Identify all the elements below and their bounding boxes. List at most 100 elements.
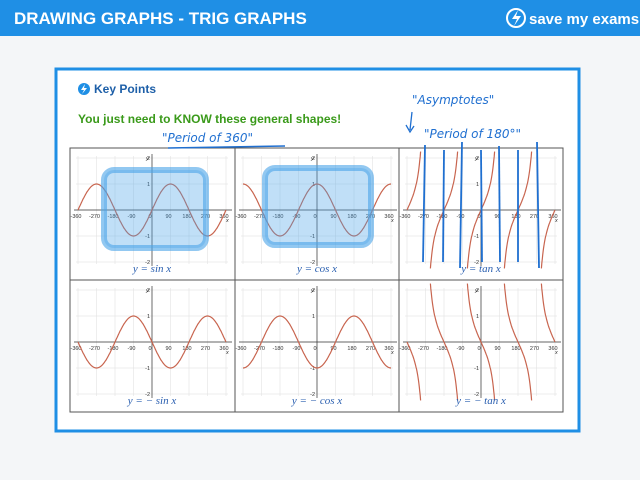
x-tick-label: 360	[384, 214, 393, 220]
underline	[167, 145, 286, 149]
y-tick-label: -2	[145, 260, 150, 266]
axis-label: y	[310, 288, 315, 294]
x-tick-label: -270	[254, 214, 265, 220]
header-title: DRAWING GRAPHS - TRIG GRAPHS	[14, 9, 307, 28]
y-tick-label: -1	[145, 234, 150, 240]
y-tick-label: 1	[147, 314, 150, 320]
x-tick-label: -360	[399, 346, 410, 352]
x-tick-label: 0	[477, 346, 480, 352]
arrow	[405, 111, 415, 134]
x-tick-label: -180	[436, 214, 447, 220]
annotation: "Asymptotes"	[412, 93, 494, 107]
x-tick-label: 180	[347, 346, 356, 352]
x-tick-label: 90	[165, 214, 171, 220]
handwriting: "Period of 360" "Asymptotes" "Period of …	[101, 93, 540, 269]
x-tick-label: 90	[494, 214, 500, 220]
y-tick-label: 1	[147, 182, 150, 188]
annotation: "Period of 180°"	[424, 127, 521, 141]
x-tick-label: 360	[219, 214, 228, 220]
y-tick-label: 2	[476, 288, 479, 294]
graph-panel: -360 -270 -180 -90 0 90 180 270 360 2 1 -1 -2 x y y = −…	[235, 286, 397, 407]
axis-label: y	[474, 156, 479, 162]
y-tick-label: 1	[476, 182, 479, 188]
x-tick-label: 90	[330, 346, 336, 352]
caption: y = − sin x	[127, 395, 177, 407]
graph-panel: -360 -270 -180 -90 0 90 180 270 360 2 1 -1 -2 x y y = −…	[70, 286, 232, 407]
axis-label: x	[225, 350, 229, 356]
y-tick-label: 1	[312, 314, 315, 320]
x-tick-label: -360	[399, 214, 410, 220]
axis-label: y	[310, 156, 315, 162]
card-heading: Key Points	[94, 82, 156, 96]
axis-label: x	[390, 350, 394, 356]
x-tick-label: 180	[511, 346, 520, 352]
x-tick-label: -180	[272, 346, 283, 352]
axis-label: y	[145, 288, 150, 294]
x-tick-label: 90	[494, 346, 500, 352]
x-tick-label: -180	[107, 214, 118, 220]
x-tick-label: -90	[128, 214, 136, 220]
caption: y = tan x	[460, 263, 501, 275]
x-tick-label: -90	[293, 214, 301, 220]
x-tick-label: -270	[418, 346, 429, 352]
x-tick-label: 360	[219, 346, 228, 352]
x-tick-label: 270	[530, 214, 539, 220]
x-tick-label: 90	[165, 346, 171, 352]
caption: y = − tan x	[455, 395, 506, 407]
x-tick-label: 90	[330, 214, 336, 220]
x-tick-label: -270	[254, 346, 265, 352]
logo-bolt	[512, 10, 521, 26]
y-tick-label: 2	[312, 288, 315, 294]
x-tick-label: -180	[272, 214, 283, 220]
axis-label: x	[225, 218, 229, 224]
axis-label: x	[554, 218, 558, 224]
x-tick-label: -180	[436, 346, 447, 352]
x-tick-label: 270	[201, 346, 210, 352]
y-tick-label: -1	[474, 366, 479, 372]
y-tick-label: 2	[147, 288, 150, 294]
y-tick-label: -2	[310, 260, 315, 266]
axis-label: x	[554, 350, 558, 356]
y-tick-label: -2	[474, 392, 479, 398]
x-tick-label: -360	[235, 346, 246, 352]
x-tick-label: -90	[457, 346, 465, 352]
key-bolt	[81, 84, 87, 94]
y-tick-label: 2	[476, 156, 479, 162]
x-tick-label: -90	[128, 346, 136, 352]
x-tick-label: -270	[89, 346, 100, 352]
axis-label: y	[145, 156, 150, 162]
x-tick-label: 360	[548, 346, 557, 352]
asymptote-marks	[422, 141, 540, 269]
caption: y = − cos x	[291, 395, 342, 407]
x-tick-label: 360	[384, 346, 393, 352]
annotation: "Period of 360"	[162, 131, 253, 145]
y-tick-label: -1	[474, 234, 479, 240]
y-tick-label: -1	[145, 366, 150, 372]
y-tick-label: 2	[312, 156, 315, 162]
axis-label: y	[474, 288, 479, 294]
curve	[243, 315, 391, 369]
x-tick-label: 270	[366, 346, 375, 352]
x-tick-label: 360	[548, 214, 557, 220]
graph-panel: -360 -270 -180 -90 0 90 180 270 360 2 1 -1 -2 x y y = −…	[399, 283, 561, 407]
axis-label: x	[390, 218, 394, 224]
x-tick-label: 180	[347, 214, 356, 220]
y-tick-label: -2	[145, 392, 150, 398]
x-tick-label: 0	[477, 214, 480, 220]
y-tick-label: -2	[310, 392, 315, 398]
card-subheading: You just need to KNOW these general shap…	[78, 112, 341, 126]
x-tick-label: 0	[148, 346, 151, 352]
x-tick-label: -270	[89, 214, 100, 220]
x-tick-label: -360	[235, 214, 246, 220]
caption: y = cos x	[296, 263, 337, 275]
caption: y = sin x	[132, 263, 171, 275]
x-tick-label: 0	[148, 214, 151, 220]
curve	[77, 315, 227, 369]
logo-text[interactable]: save my exams	[529, 11, 639, 28]
x-tick-label: 0	[313, 214, 316, 220]
highlight-box	[101, 167, 209, 251]
header-bar	[0, 0, 640, 36]
x-tick-label: -180	[107, 346, 118, 352]
x-tick-label: 180	[511, 214, 520, 220]
